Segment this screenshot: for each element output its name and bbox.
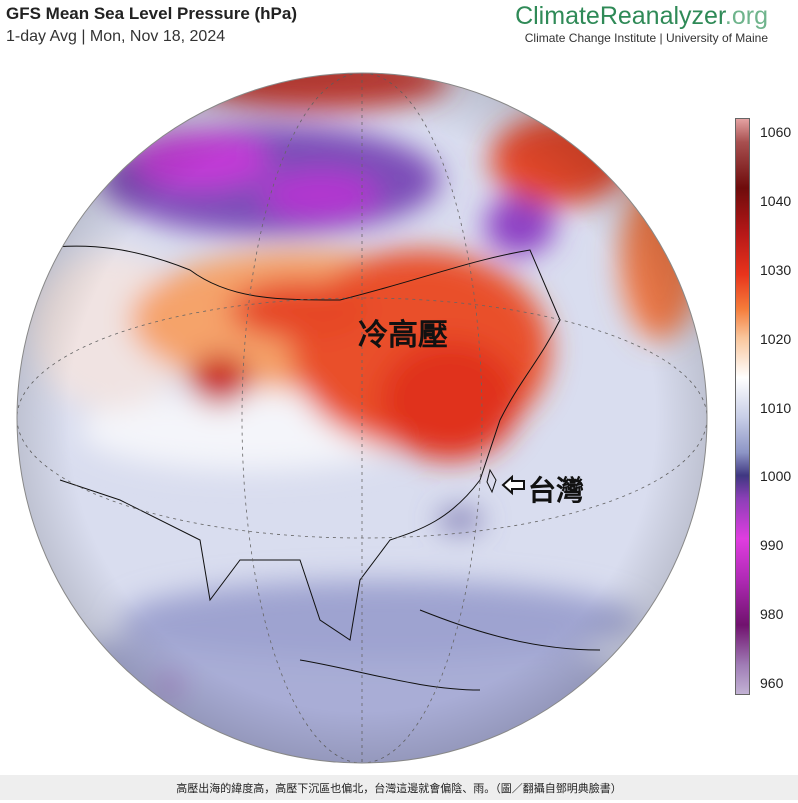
colorbar-tick-label: 1030 — [760, 261, 792, 278]
colorbar-tick-label: 990 — [760, 537, 784, 554]
colorbar-tick-label: 1000 — [760, 468, 792, 485]
globe-map: 冷高壓 台灣 — [16, 72, 708, 764]
tagline: Climate Change Institute | University of… — [524, 31, 768, 45]
arrow — [501, 474, 525, 496]
logo-text: .org — [724, 2, 768, 30]
colorbar-tick-label: 980 — [760, 606, 784, 623]
annotation: 台灣 — [528, 474, 584, 507]
title: GFS Mean Sea Level Pressure (hPa) — [6, 4, 298, 23]
colorbar-tick-label: 960 — [760, 675, 784, 691]
pressure-field — [17, 73, 707, 763]
subtitle: 1-day Avg | Mon, Nov 18, 2024 — [6, 28, 226, 45]
logo-text: ClimateReanalyzer — [515, 2, 725, 30]
logo: ClimateReanalyzer.org — [515, 2, 768, 31]
colorbar-tick-label: 1010 — [760, 399, 792, 416]
caption: 高壓出海的緯度高，高壓下沉區也偏北，台灣這邊就會偏陰、雨。（圖／翻攝自鄧明典臉書… — [0, 775, 798, 800]
colorbar-tick-label: 1060 — [760, 124, 792, 140]
annotation: 冷高壓 — [358, 318, 448, 353]
colorbar-tick-label: 1020 — [760, 330, 792, 347]
colorbar — [735, 118, 750, 695]
colorbar-tick-label: 1040 — [760, 192, 792, 209]
